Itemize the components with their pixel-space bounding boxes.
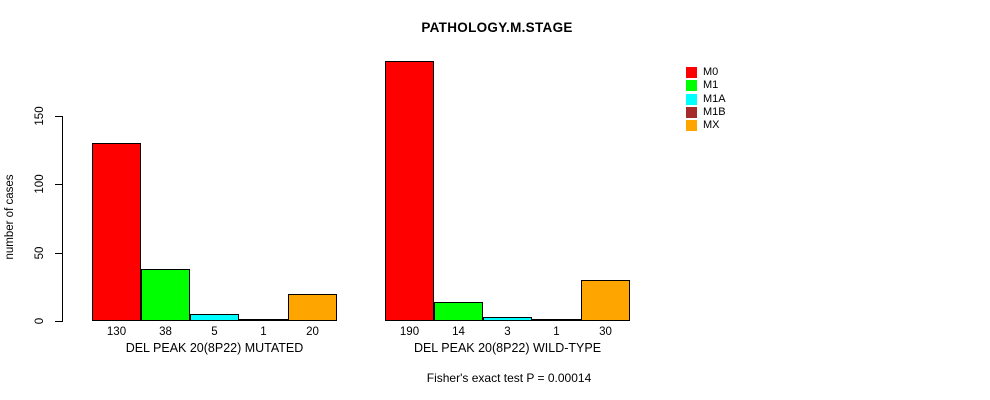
legend-swatch-MX (686, 120, 697, 132)
y-axis-tick (55, 116, 62, 117)
bar-M1B (532, 319, 581, 321)
legend-swatch-M1A (686, 93, 697, 105)
bar-value-label: 30 (599, 326, 612, 338)
bar-value-label: 1 (553, 326, 560, 338)
legend-swatch-M1 (686, 80, 697, 92)
bar-M1A (483, 317, 532, 321)
bar-value-label: 1 (260, 326, 267, 338)
bar-M1B (239, 319, 288, 321)
legend-swatch-M0 (686, 67, 697, 78)
y-axis-tick (55, 253, 62, 254)
bar-M0 (92, 143, 141, 321)
bar-M1A (190, 314, 239, 321)
bar-value-label: 190 (399, 326, 420, 338)
bar-M0 (385, 61, 434, 321)
y-axis-tick (55, 184, 62, 185)
group-label: DEL PEAK 20(8P22) MUTATED (125, 341, 304, 355)
legend-label-M1: M1 (703, 79, 719, 92)
bar-MX (581, 280, 630, 321)
y-axis-tick (55, 321, 62, 322)
legend-label-M1A: M1A (703, 92, 726, 105)
bar-MX (288, 294, 337, 321)
annotation-fisher-test: Fisher's exact test P = 0.00014 (426, 371, 592, 385)
bar-value-label: 5 (211, 326, 218, 338)
bar-value-label: 14 (452, 326, 465, 338)
legend-label-M0: M0 (703, 66, 719, 78)
bar-M1 (141, 269, 190, 321)
bar-value-label: 3 (504, 326, 511, 338)
chart-title: PATHOLOGY.M.STAGE (421, 20, 573, 35)
legend-label-MX: MX (703, 119, 720, 132)
legend-swatch-M1B (686, 106, 697, 118)
bar-M1 (434, 302, 483, 321)
bar-value-label: 20 (306, 326, 319, 338)
legend-label-M1B: M1B (703, 105, 726, 118)
bar-value-label: 38 (159, 326, 172, 338)
y-axis-line (62, 116, 63, 322)
bar-value-label: 130 (106, 326, 127, 338)
group-label: DEL PEAK 20(8P22) WILD-TYPE (413, 341, 602, 355)
